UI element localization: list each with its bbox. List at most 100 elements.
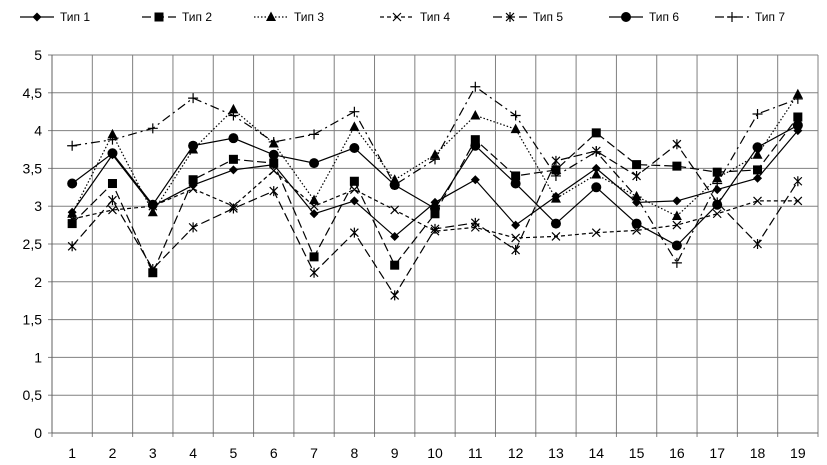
data-point bbox=[107, 128, 118, 139]
data-point bbox=[672, 220, 682, 230]
series-6 bbox=[67, 120, 803, 251]
x-tick-label: 17 bbox=[709, 445, 725, 461]
data-point bbox=[672, 161, 682, 171]
data-point bbox=[550, 218, 561, 229]
legend-item: Тип 4 bbox=[380, 10, 450, 24]
x-tick-label: 1 bbox=[68, 445, 76, 461]
data-point bbox=[67, 140, 78, 151]
x-tick-label: 16 bbox=[669, 445, 685, 461]
legend-marker bbox=[32, 12, 42, 22]
legend-item: Тип 2 bbox=[142, 10, 212, 24]
data-point bbox=[752, 149, 763, 159]
data-point bbox=[551, 165, 561, 175]
legend: Тип 1 Тип 2 Тип 3 Тип 4 Тип 5 Тип 6 Тип 7 bbox=[20, 10, 785, 24]
data-point bbox=[107, 179, 117, 189]
data-point bbox=[389, 180, 400, 191]
data-point bbox=[67, 219, 77, 229]
data-point bbox=[511, 171, 521, 181]
data-point bbox=[671, 257, 682, 268]
x-tick-label: 10 bbox=[427, 445, 443, 461]
data-point bbox=[349, 227, 359, 238]
data-point bbox=[67, 241, 77, 252]
data-point bbox=[269, 158, 279, 168]
data-point bbox=[470, 135, 480, 145]
data-point bbox=[510, 110, 521, 121]
y-tick-label: 0 bbox=[34, 425, 42, 441]
data-point bbox=[591, 168, 602, 179]
data-point bbox=[753, 165, 763, 175]
x-tick-label: 12 bbox=[508, 445, 524, 461]
legend-marker bbox=[505, 12, 515, 22]
data-point bbox=[510, 123, 521, 134]
legend-label: Тип 7 bbox=[755, 10, 785, 24]
data-point bbox=[591, 128, 601, 138]
data-point bbox=[591, 182, 602, 193]
data-point bbox=[269, 166, 279, 176]
data-point bbox=[228, 165, 238, 175]
data-point bbox=[712, 167, 722, 177]
data-point bbox=[470, 175, 480, 185]
legend-marker bbox=[727, 12, 737, 22]
data-point bbox=[228, 154, 238, 164]
data-point bbox=[430, 149, 440, 159]
data-point bbox=[631, 192, 642, 203]
y-tick-label: 2,5 bbox=[23, 236, 43, 252]
data-point bbox=[511, 220, 521, 230]
axes: 00,511,522,533,544,551 2 3 4 5 6 7 8 9 10 11 12 13 14… bbox=[23, 47, 819, 461]
data-point bbox=[309, 201, 319, 211]
data-point bbox=[269, 186, 279, 197]
data-point bbox=[591, 228, 601, 238]
data-point bbox=[268, 136, 279, 147]
y-tick-label: 4,5 bbox=[23, 85, 43, 101]
data-point bbox=[107, 134, 118, 145]
data-point bbox=[309, 129, 320, 140]
y-tick-label: 3 bbox=[34, 198, 42, 214]
data-point bbox=[188, 93, 199, 104]
data-point bbox=[551, 155, 561, 166]
legend-item: Тип 1 bbox=[20, 10, 90, 24]
x-tick-label: 9 bbox=[391, 445, 399, 461]
data-point bbox=[309, 158, 320, 169]
data-point bbox=[550, 170, 561, 181]
data-point bbox=[430, 209, 440, 219]
data-point bbox=[107, 148, 118, 159]
legend-marker bbox=[392, 12, 402, 22]
data-point bbox=[349, 196, 359, 206]
data-point bbox=[349, 176, 359, 186]
series-1 bbox=[67, 126, 803, 241]
data-point bbox=[309, 267, 319, 278]
legend-label: Тип 1 bbox=[60, 10, 90, 24]
data-point bbox=[67, 208, 78, 218]
data-point bbox=[793, 176, 803, 187]
data-point bbox=[470, 109, 481, 120]
series-line bbox=[71, 130, 799, 238]
data-point bbox=[108, 205, 117, 215]
data-point bbox=[470, 140, 481, 151]
data-point bbox=[309, 194, 320, 205]
data-point bbox=[430, 154, 440, 165]
data-point bbox=[67, 214, 77, 224]
series-line bbox=[71, 116, 799, 275]
x-tick-label: 14 bbox=[588, 445, 604, 461]
series-line bbox=[72, 85, 799, 265]
legend-item: Тип 6 bbox=[609, 10, 679, 24]
legend-label: Тип 5 bbox=[533, 10, 563, 24]
y-tick-label: 2 bbox=[34, 274, 42, 290]
data-point bbox=[632, 160, 642, 170]
data-point bbox=[188, 140, 199, 151]
x-tick-label: 19 bbox=[790, 445, 806, 461]
series-2 bbox=[67, 112, 803, 278]
gridlines bbox=[51, 54, 819, 434]
y-tick-label: 5 bbox=[34, 47, 42, 63]
data-point bbox=[792, 93, 803, 104]
legend-marker bbox=[266, 11, 276, 21]
data-point bbox=[753, 239, 762, 249]
data-point bbox=[67, 178, 78, 189]
data-point bbox=[591, 146, 602, 157]
data-point bbox=[188, 184, 198, 194]
x-tick-label: 11 bbox=[468, 445, 483, 461]
data-point bbox=[753, 173, 763, 183]
data-point bbox=[349, 142, 360, 153]
data-point bbox=[631, 218, 642, 229]
